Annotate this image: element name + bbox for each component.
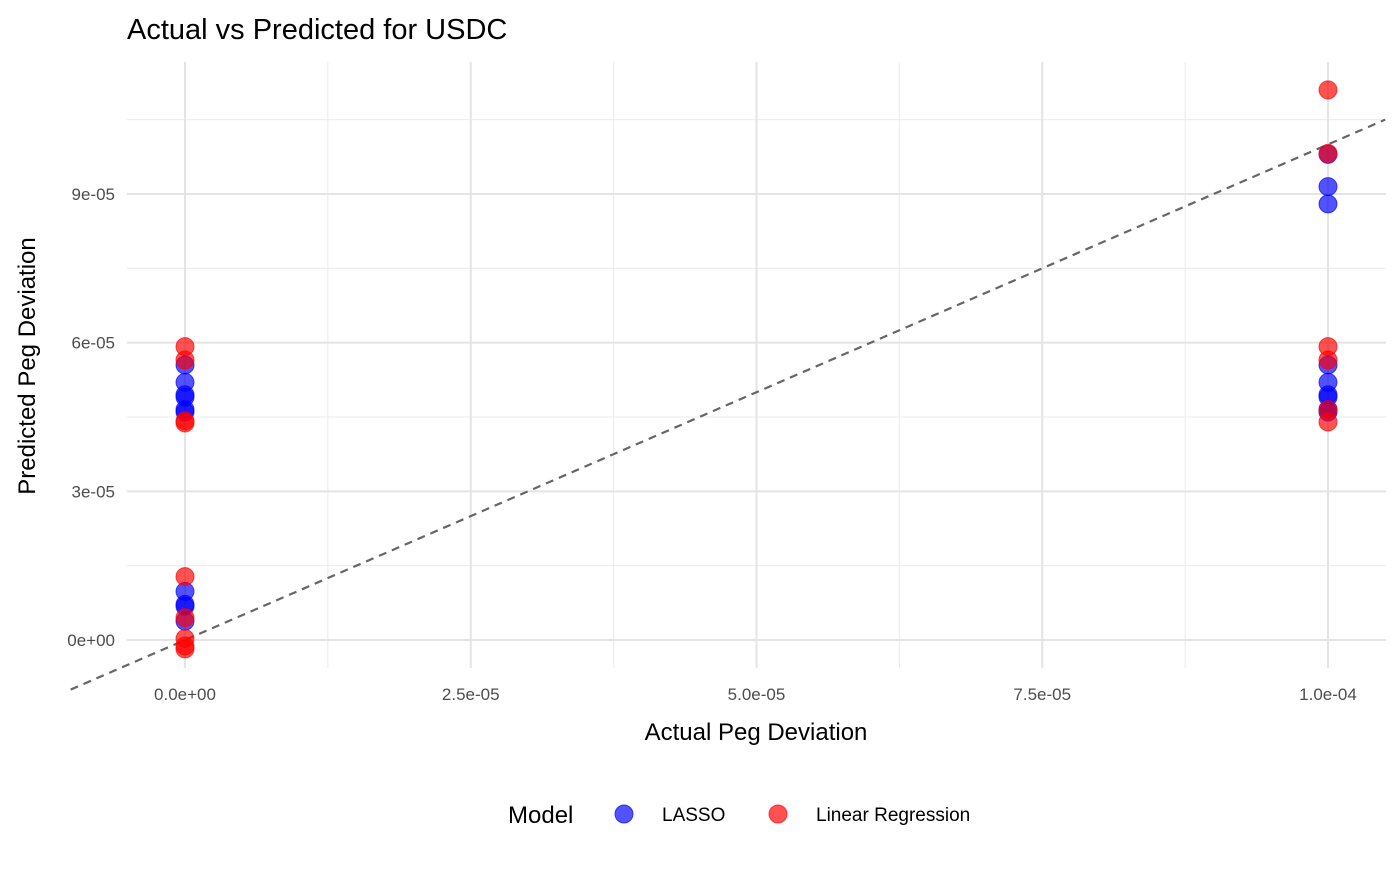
data-point-linear-regression <box>175 567 195 587</box>
legend-key-lasso <box>614 804 634 824</box>
grid-lines <box>127 62 1386 668</box>
legend-title: Model <box>508 802 573 829</box>
data-point-lasso <box>1318 177 1338 197</box>
data-point-linear-regression <box>175 413 195 433</box>
data-point-linear-regression <box>1318 350 1338 370</box>
legend-label-linear-regression: Linear Regression <box>816 805 970 826</box>
y-tick-label: 0e+00 <box>67 631 115 650</box>
reference-line <box>70 118 1386 691</box>
legend-key-linear-regression <box>768 804 788 824</box>
data-point-lasso <box>1318 194 1338 214</box>
data-points <box>175 80 1338 659</box>
x-axis-title: Actual Peg Deviation <box>645 719 868 746</box>
y-tick-label: 6e-05 <box>72 334 115 353</box>
x-tick-label: 2.5e-05 <box>442 685 500 704</box>
data-point-linear-regression <box>175 608 195 628</box>
y-tick-label: 9e-05 <box>72 185 115 204</box>
y-axis-title: Predicted Peg Deviation <box>14 237 41 494</box>
reference-line-layer <box>70 118 1386 691</box>
data-point-linear-regression <box>175 639 195 659</box>
y-tick-label: 3e-05 <box>72 482 115 501</box>
x-tick-label: 7.5e-05 <box>1013 685 1071 704</box>
data-point-linear-regression <box>1318 80 1338 100</box>
chart-title: Actual vs Predicted for USDC <box>127 14 507 46</box>
data-point-linear-regression <box>175 350 195 370</box>
data-point-linear-regression <box>1318 412 1338 432</box>
x-tick-label: 5.0e-05 <box>728 685 786 704</box>
x-tick-label: 0.0e+00 <box>154 685 216 704</box>
x-tick-label: 1.0e-04 <box>1299 685 1357 704</box>
data-point-linear-regression <box>1318 143 1338 163</box>
axis-labels: 0.0e+00 2.5e-05 5.0e-05 7.5e-05 1.0e-04 0e+00… <box>67 185 1357 704</box>
legend-label-lasso: LASSO <box>662 805 725 826</box>
legend: Model LASSO Linear Regression <box>508 802 970 829</box>
